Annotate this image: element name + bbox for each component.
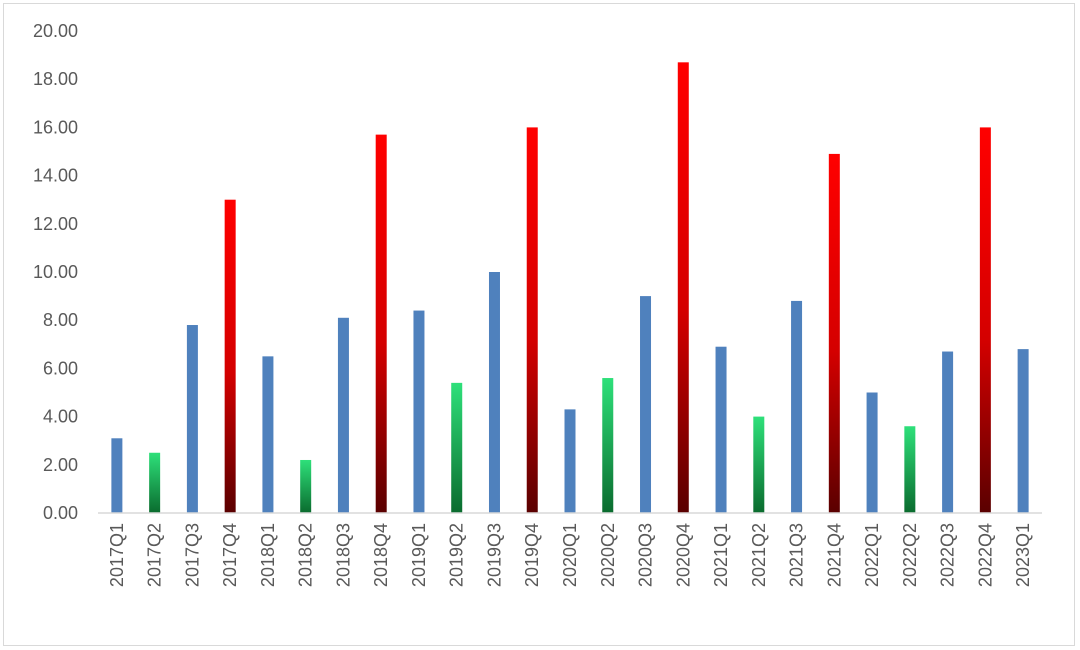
bar-2018Q1: [262, 356, 274, 513]
y-tick-label: 20.00: [33, 21, 78, 41]
x-tick-label: 2023Q1: [1013, 523, 1033, 587]
y-tick-label: 16.00: [33, 117, 78, 137]
bar-2021Q1: [715, 346, 727, 513]
bar-2018Q4: [375, 134, 387, 513]
x-tick-label: 2022Q4: [975, 523, 995, 587]
x-tick-label: 2022Q3: [938, 523, 958, 587]
bar-2017Q4: [224, 199, 236, 513]
bar-2018Q2: [300, 459, 312, 513]
bar-2022Q4: [979, 127, 991, 514]
x-tick-label: 2017Q2: [145, 523, 165, 587]
bar-2019Q1: [413, 310, 425, 513]
x-tick-label: 2018Q4: [371, 523, 391, 587]
bar-2021Q4: [828, 153, 840, 513]
x-tick-label: 2018Q1: [258, 523, 278, 587]
x-tick-label: 2020Q2: [598, 523, 618, 587]
x-tick-label: 2019Q1: [409, 523, 429, 587]
x-tick-label: 2020Q4: [673, 523, 693, 587]
x-tick-label: 2018Q2: [296, 523, 316, 587]
bar-2019Q4: [526, 127, 538, 514]
x-tick-label: 2021Q3: [787, 523, 807, 587]
bar-2020Q4: [677, 62, 689, 513]
bar-2021Q2: [753, 416, 765, 513]
bar-2023Q1: [1017, 349, 1029, 513]
bar-2022Q2: [904, 426, 916, 513]
bar-2022Q1: [866, 392, 878, 513]
y-tick-label: 4.00: [43, 407, 78, 427]
chart-frame: [3, 3, 1075, 646]
x-tick-label: 2018Q3: [333, 523, 353, 587]
y-tick-label: 8.00: [43, 310, 78, 330]
x-tick-label: 2022Q1: [862, 523, 882, 587]
y-tick-label: 6.00: [43, 358, 78, 378]
y-tick-label: 2.00: [43, 455, 78, 475]
x-tick-label: 2022Q2: [900, 523, 920, 587]
x-tick-label: 2017Q3: [182, 523, 202, 587]
bar-2020Q2: [602, 378, 614, 513]
bar-2017Q1: [111, 438, 123, 513]
x-tick-label: 2021Q4: [824, 523, 844, 587]
x-tick-label: 2019Q4: [522, 523, 542, 587]
y-tick-label: 0.00: [43, 503, 78, 523]
x-tick-label: 2019Q2: [447, 523, 467, 587]
x-tick-label: 2021Q2: [749, 523, 769, 587]
y-tick-label: 18.00: [33, 69, 78, 89]
bar-2019Q2: [451, 382, 463, 513]
x-tick-label: 2019Q3: [484, 523, 504, 587]
bars: [111, 62, 1029, 514]
bar-2021Q3: [791, 300, 803, 513]
x-axis-labels: 2017Q1 2017Q2 2017Q3 2017Q4 2018Q1 2018Q2 2018…: [107, 523, 1033, 587]
bar-2018Q3: [337, 317, 349, 513]
x-tick-label: 2017Q1: [107, 523, 127, 587]
x-tick-label: 2020Q3: [636, 523, 656, 587]
x-tick-label: 2020Q1: [560, 523, 580, 587]
bar-2020Q1: [564, 409, 576, 513]
y-tick-label: 12.00: [33, 214, 78, 234]
x-tick-label: 2021Q1: [711, 523, 731, 587]
bar-2020Q3: [640, 296, 652, 513]
bar-2022Q3: [942, 351, 954, 513]
bar-2019Q3: [488, 272, 500, 513]
bar-2017Q3: [186, 325, 198, 513]
x-tick-label: 2017Q4: [220, 523, 240, 587]
y-tick-label: 10.00: [33, 262, 78, 282]
y-axis-labels: 0.00 2.00 4.00 6.00 8.00 10.00 12.00 14.00 16.00…: [33, 21, 78, 523]
bar-2017Q2: [149, 452, 161, 513]
y-tick-label: 14.00: [33, 166, 78, 186]
